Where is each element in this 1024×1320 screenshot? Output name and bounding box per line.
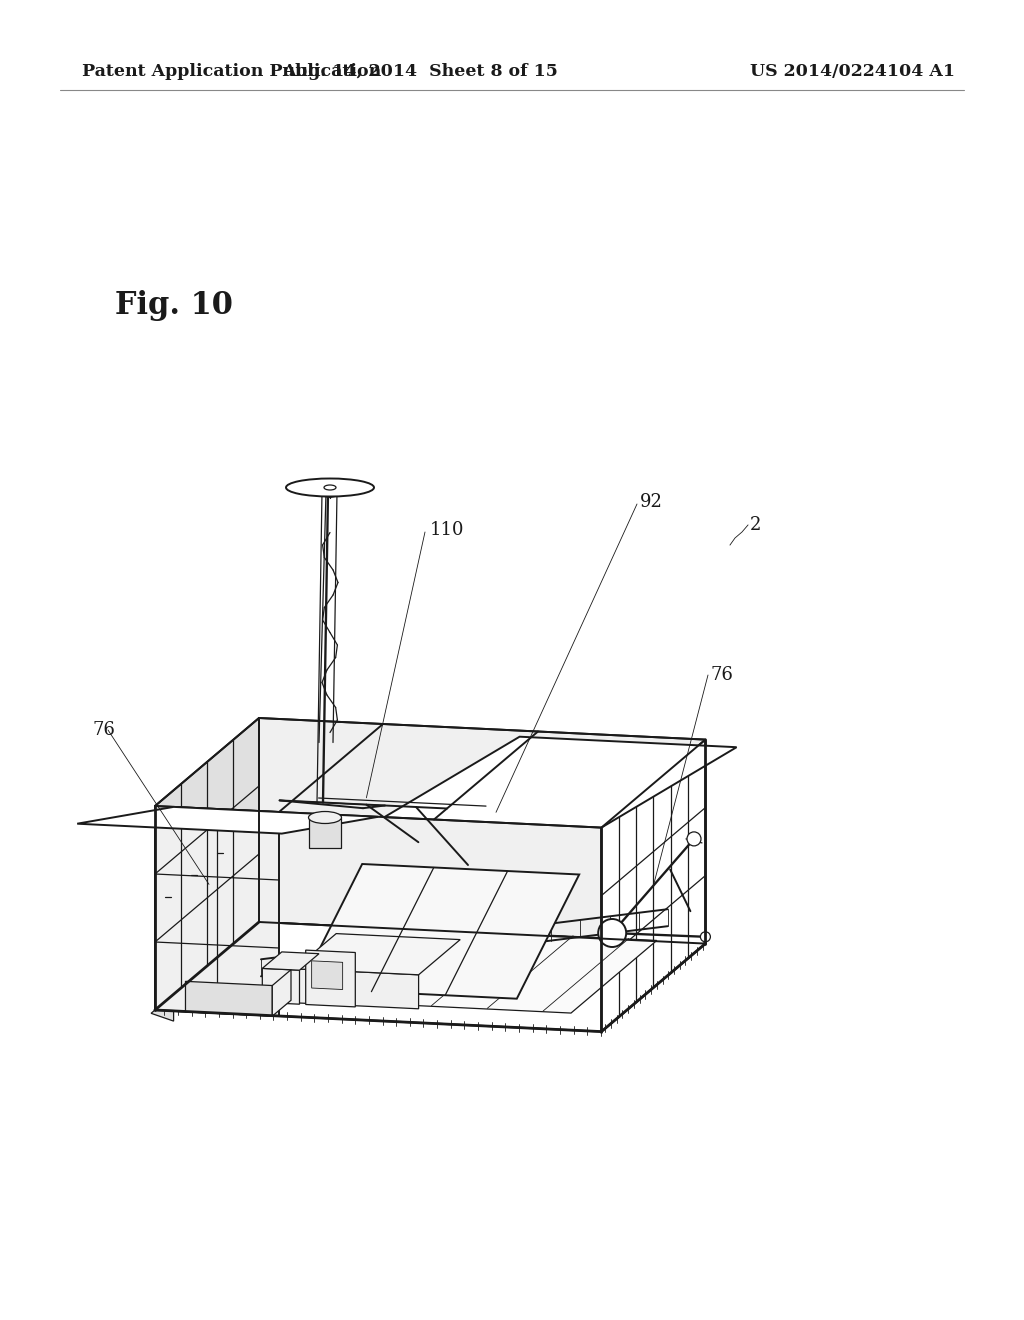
Polygon shape (155, 921, 706, 1032)
Polygon shape (262, 952, 319, 970)
Text: 76: 76 (710, 667, 733, 684)
Polygon shape (259, 718, 706, 944)
Polygon shape (155, 718, 259, 1010)
Polygon shape (185, 981, 272, 1016)
Circle shape (700, 932, 711, 941)
Polygon shape (306, 950, 355, 1007)
Ellipse shape (308, 812, 341, 824)
Circle shape (598, 919, 627, 946)
Text: US 2014/0224104 A1: US 2014/0224104 A1 (750, 63, 955, 81)
Polygon shape (292, 927, 656, 1012)
Ellipse shape (324, 484, 336, 490)
Polygon shape (309, 817, 341, 847)
Polygon shape (152, 1010, 174, 1022)
Text: Patent Application Publication: Patent Application Publication (82, 63, 381, 81)
Text: Fig. 10: Fig. 10 (115, 290, 232, 321)
Polygon shape (155, 807, 279, 1016)
Polygon shape (384, 737, 736, 828)
Text: 92: 92 (640, 492, 663, 511)
Polygon shape (272, 970, 291, 1016)
Polygon shape (601, 739, 706, 1032)
Text: 76: 76 (92, 721, 115, 739)
Polygon shape (295, 933, 460, 974)
Polygon shape (262, 969, 299, 1005)
Polygon shape (300, 865, 580, 999)
Circle shape (687, 832, 701, 846)
Text: 2: 2 (750, 516, 762, 535)
Text: Aug. 14, 2014  Sheet 8 of 15: Aug. 14, 2014 Sheet 8 of 15 (282, 63, 558, 81)
Text: 110: 110 (430, 521, 465, 539)
Ellipse shape (286, 479, 374, 496)
Polygon shape (295, 969, 419, 1008)
Polygon shape (77, 807, 378, 834)
Polygon shape (311, 961, 343, 990)
